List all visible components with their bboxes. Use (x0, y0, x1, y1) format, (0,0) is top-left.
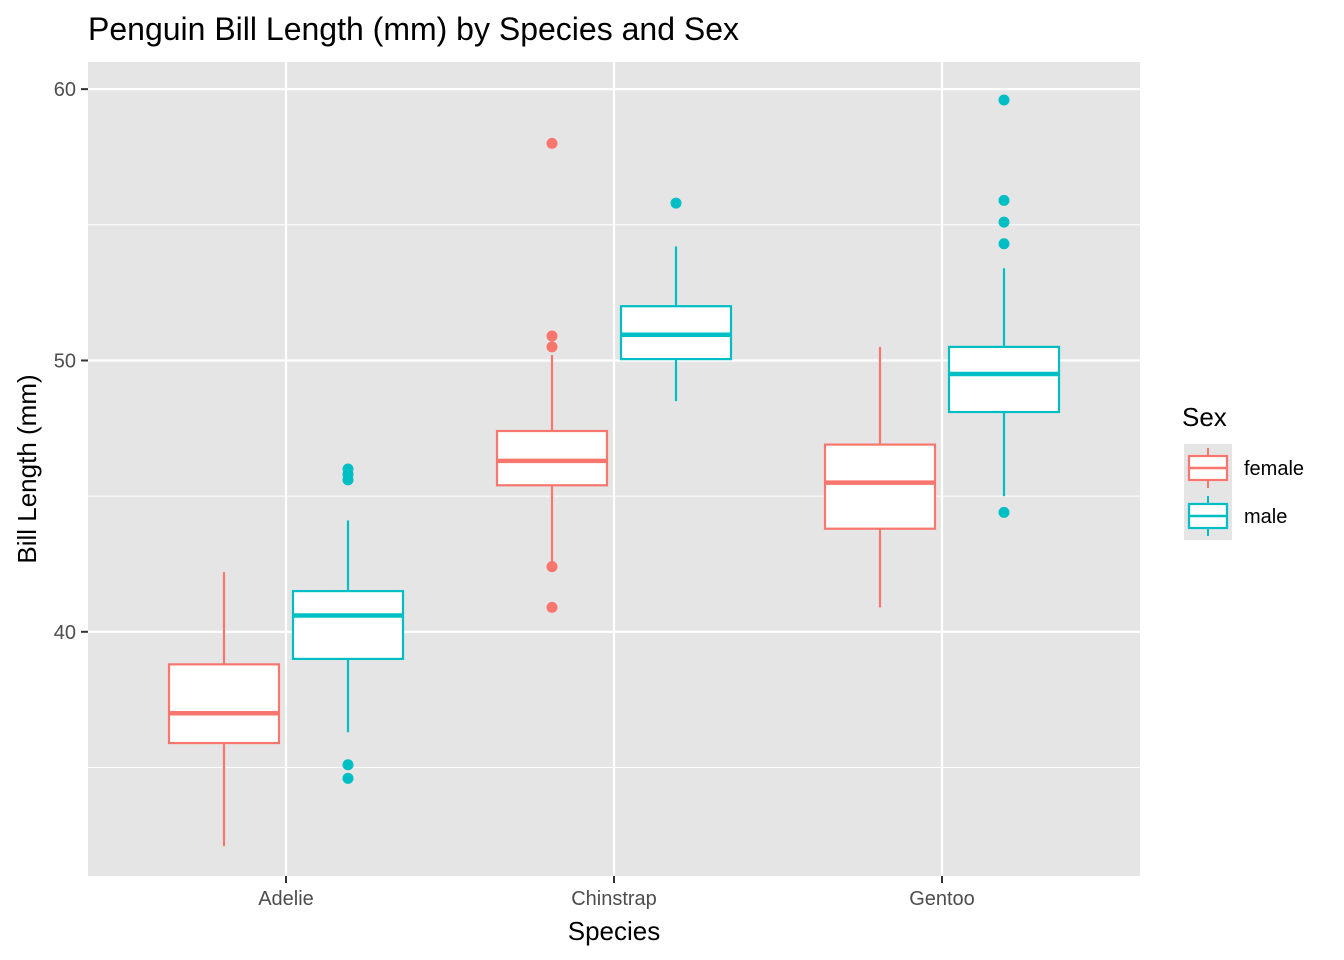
y-axis-title: Bill Length (mm) (12, 374, 42, 563)
box-adelie-female (167, 572, 281, 847)
outlier-point (342, 759, 354, 771)
box-gentoo-male (947, 94, 1061, 518)
legend-title: Sex (1182, 402, 1227, 432)
legend-keys: female male (1184, 444, 1304, 540)
x-axis-title: Species (568, 916, 661, 946)
box-chinstrap-male (619, 197, 733, 402)
outlier-point (546, 137, 558, 149)
box-plots (167, 94, 1061, 847)
outlier-point (670, 197, 682, 209)
x-tick-label: Gentoo (909, 888, 975, 910)
box-iqr (291, 589, 405, 661)
gridlines (88, 62, 1140, 876)
legend-item-female: female (1184, 444, 1304, 492)
box-gentoo-female (823, 346, 937, 608)
legend-label: female (1244, 458, 1304, 480)
outlier-point (998, 216, 1010, 228)
outlier-point (546, 341, 558, 353)
outlier-point (998, 238, 1010, 250)
x-tick-label: Adelie (258, 888, 314, 910)
outlier-point (342, 463, 354, 475)
x-tick-label: Chinstrap (571, 888, 657, 910)
box-chinstrap-female (495, 137, 609, 613)
outlier-point (998, 194, 1010, 206)
y-tick-label: 50 (54, 350, 76, 372)
axes: 40 50 60 Adelie Chinstrap Gentoo (54, 79, 975, 910)
box-iqr (167, 663, 281, 745)
outlier-point (342, 772, 354, 784)
box-iqr (495, 429, 609, 487)
legend: Sex female male (1182, 402, 1304, 540)
y-tick-label: 40 (54, 622, 76, 644)
legend-label: male (1244, 506, 1287, 528)
box-iqr (947, 345, 1061, 414)
outlier-point (546, 330, 558, 342)
outlier-point (546, 601, 558, 613)
legend-item-male: male (1184, 492, 1287, 540)
outlier-point (998, 94, 1010, 106)
outlier-point (546, 561, 558, 573)
y-tick-label: 60 (54, 79, 76, 101)
chart-title: Penguin Bill Length (mm) by Species and … (88, 11, 739, 47)
box-adelie-male (291, 463, 405, 784)
box-iqr (823, 443, 937, 530)
outlier-point (998, 506, 1010, 518)
